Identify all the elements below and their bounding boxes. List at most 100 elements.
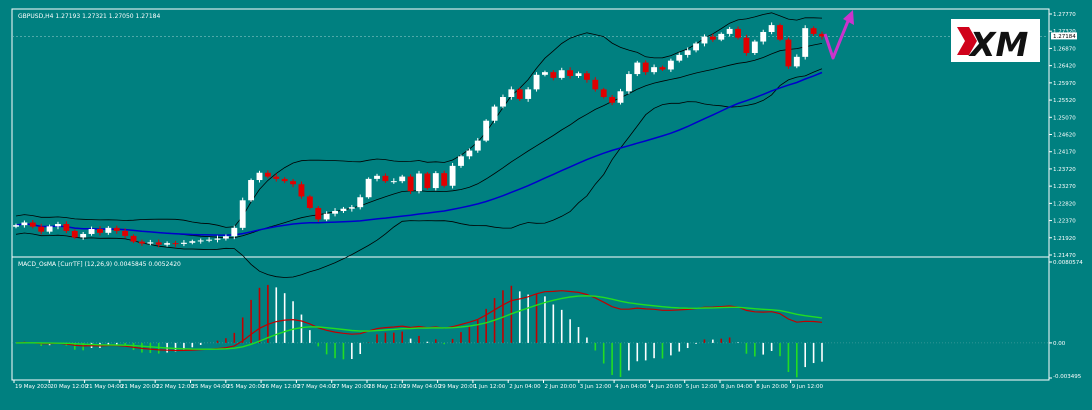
candle-body [592,79,599,90]
candle-body [550,72,557,78]
candles [13,22,825,248]
time-tick-label: 27 May 04:00 [297,384,335,390]
candle-body [810,28,817,34]
price-tick-label: 1.21920 [1053,236,1076,242]
price-tick-label: 1.27770 [1053,12,1076,18]
candle-body [315,207,322,220]
candle-body [491,106,498,121]
candle-body [256,172,263,181]
candle-body [449,165,456,186]
candle-body [97,228,103,233]
price-tick-label: 1.22820 [1053,201,1076,207]
candle-body [634,62,641,75]
candle-body [424,173,431,189]
candle-body [684,50,691,55]
candle-body [466,150,473,157]
candle-body [122,230,129,236]
candle-body [651,67,658,73]
candle-body [248,180,255,201]
time-tick-label: 9 Jun 12:00 [792,384,824,390]
time-tick-label: 21 May 20:00 [121,384,159,390]
time-tick-label: 3 Jun 12:00 [580,384,612,390]
candle-body [264,172,271,177]
candle-body [332,211,338,214]
time-tick-label: 8 Jun 20:00 [756,384,788,390]
candle-body [609,97,616,103]
candle-body [365,178,372,198]
time-tick-label: 25 May 20:00 [227,384,265,390]
candle-body [21,222,28,226]
candle-body [533,74,540,90]
candle-body [281,178,288,182]
price-tick-label: 1.23720 [1053,167,1076,173]
candle-body [777,25,783,40]
candle-body [239,200,246,228]
candle-body [718,33,725,40]
candle-body [726,28,733,34]
time-tick-label: 21 May 04:00 [86,384,124,390]
xm-logo-red-mark [957,27,977,55]
price-tick-label: 1.24620 [1053,133,1076,139]
time-tick-label: 1 Jun 12:00 [474,384,506,390]
time-tick-label: 2 Jun 20:00 [545,384,577,390]
candle-body [407,176,414,192]
candle-body [222,236,229,239]
forecast-arrow-line [823,20,850,60]
price-tick-label: 1.24170 [1053,150,1076,156]
candle-body [785,39,792,67]
candle-body [105,227,112,233]
price-axis: 1.27770 1.27320 1.26870 1.26420 1.25970 1.255… [12,12,1076,259]
price-tick-label: 1.25970 [1053,81,1076,87]
candle-body [458,156,464,166]
candle-body [273,176,280,179]
candle-body [214,238,221,240]
candle-body [416,173,422,192]
candle-body [71,230,78,238]
candle-body [625,74,632,92]
candle-body [500,97,506,107]
candle-body [306,196,313,208]
candle-body [474,140,481,151]
time-tick-label: 28 May 12:00 [368,384,406,390]
time-tick-label: 26 May 12:00 [262,384,300,390]
candle-body [164,243,171,245]
candle-body [642,62,649,73]
forecast-arrow-head [843,10,854,25]
candle-body [760,31,767,42]
time-tick-label: 29 May 20:00 [439,384,477,390]
time-tick-label: 22 May 12:00 [156,384,194,390]
time-tick-label: 19 May 2020 [15,384,51,390]
candle-body [802,28,809,57]
signal-line [15,295,823,350]
macd-lines [15,290,823,352]
price-tick-label: 1.25520 [1053,98,1076,104]
candle-body [483,120,490,141]
price-tick-label: 1.26420 [1053,64,1076,70]
price-tick-label: 1.21470 [1053,253,1076,259]
candle-body [155,242,162,245]
candle-body [399,176,406,182]
candle-body [575,73,582,76]
candle-body [88,228,95,234]
candle-body [567,70,574,76]
chart-frame [11,8,1050,381]
macd-header: MACD_OsMA [CurrTF] (12,26,9) 0.0045845 0… [18,261,181,268]
candle-body [441,173,448,186]
time-tick-label: 25 May 04:00 [192,384,230,390]
time-tick-label: 4 Jun 04:00 [615,384,647,390]
candle-body [38,226,45,232]
candle-body [357,197,364,208]
price-tick-label: 1.26870 [1053,46,1076,52]
candle-body [709,36,716,40]
candle-body [693,43,700,51]
price-tick-label: 1.23270 [1053,184,1076,190]
candle-body [819,33,825,37]
candle-body [743,37,750,54]
candle-body [348,207,355,209]
time-tick-label: 8 Jun 04:00 [721,384,753,390]
price-tick-label: 1.22370 [1053,219,1076,225]
candle-body [382,175,389,182]
candle-body [751,41,758,54]
macd-axis: 0.0080574 0.00 -0.003495 [12,260,1083,380]
